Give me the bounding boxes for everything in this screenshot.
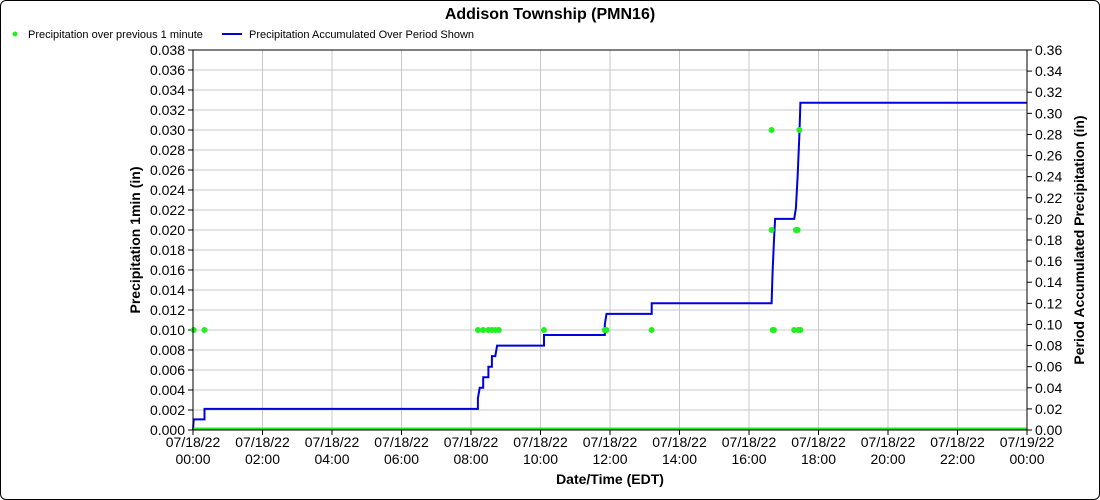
y2-tick-label: 0.18: [1035, 232, 1062, 248]
y2-tick-label: 0.32: [1035, 84, 1062, 100]
one-minute-point: [768, 127, 775, 133]
one-minute-point: [797, 327, 804, 333]
y-tick-label: 0.012: [150, 302, 185, 318]
one-minute-point: [495, 327, 502, 333]
x-tick-label-date: 07/18/22: [861, 434, 916, 450]
y-tick-label: 0.034: [150, 82, 185, 98]
y2-tick-label: 0.16: [1035, 253, 1062, 269]
plot-area: [192, 49, 1028, 431]
y2-tick-label: 0.10: [1035, 316, 1062, 332]
x-tick-label-time: 20:00: [870, 451, 905, 467]
y-tick-label: 0.018: [150, 242, 185, 258]
y-tick-label: 0.030: [150, 122, 185, 138]
x-tick-label-time: 18:00: [801, 451, 836, 467]
y-axis-left-label: Precipitation 1min (in): [127, 166, 143, 313]
x-tick-label-time: 16:00: [731, 451, 766, 467]
y-tick-label: 0.000: [150, 422, 185, 438]
x-tick-label-time: 14:00: [662, 451, 697, 467]
y2-tick-label: 0.24: [1035, 169, 1062, 185]
x-tick-label-time: 04:00: [314, 451, 349, 467]
one-minute-point: [474, 327, 481, 333]
x-tick-label-date: 07/18/22: [583, 434, 638, 450]
one-minute-point: [540, 327, 547, 333]
y2-tick-label: 0.20: [1035, 211, 1062, 227]
y2-tick-label: 0.00: [1035, 422, 1062, 438]
y-tick-label: 0.024: [150, 182, 185, 198]
accumulated-line: [192, 101, 1027, 431]
x-tick-label-time: 10:00: [523, 451, 558, 467]
one-minute-point: [201, 327, 208, 333]
one-minute-point: [480, 327, 487, 333]
x-tick-label-time: 06:00: [384, 451, 419, 467]
x-tick-label-date: 07/18/22: [444, 434, 499, 450]
x-tick-label-time: 00:00: [175, 451, 210, 467]
x-tick-label-date: 07/18/22: [652, 434, 707, 450]
legend-label-precip-1min: Precipitation over previous 1 minute: [28, 29, 203, 41]
y2-tick-label: 0.04: [1035, 380, 1062, 396]
y-axis-right: 0.00 0.02 0.04 0.06 0.08 0.10 0.12 0.14 0.16 0.18…: [1027, 42, 1062, 438]
y-tick-label: 0.014: [150, 282, 185, 298]
one-minute-point: [796, 127, 803, 133]
grid: [193, 49, 1027, 430]
y2-tick-label: 0.12: [1035, 295, 1062, 311]
y2-tick-label: 0.36: [1035, 42, 1062, 58]
one-minute-point: [768, 227, 775, 233]
y-tick-label: 0.006: [150, 362, 185, 378]
one-minute-point: [190, 327, 197, 333]
x-tick-label-date: 07/18/22: [722, 434, 777, 450]
y-tick-label: 0.008: [150, 342, 185, 358]
legend-label-accumulated: Precipitation Accumulated Over Period Sh…: [249, 29, 474, 41]
y2-tick-label: 0.06: [1035, 359, 1062, 375]
x-axis: 07/18/2200:0007/18/2202:0007/18/2204:000…: [166, 430, 1055, 467]
one-minute-series: [190, 127, 1027, 431]
one-minute-point: [794, 227, 801, 233]
x-tick-label-date: 07/18/22: [235, 434, 290, 450]
y-tick-label: 0.028: [150, 142, 185, 158]
x-tick-label-time: 02:00: [245, 451, 280, 467]
one-minute-point: [791, 327, 798, 333]
x-tick-label-date: 07/19/22: [1000, 434, 1055, 450]
y-tick-label: 0.016: [150, 262, 185, 278]
legend: Precipitation over previous 1 minute Pre…: [12, 29, 474, 41]
y2-tick-label: 0.34: [1035, 63, 1062, 79]
x-tick-label-time: 12:00: [592, 451, 627, 467]
y-tick-label: 0.026: [150, 162, 185, 178]
y-tick-label: 0.022: [150, 202, 185, 218]
y-tick-label: 0.002: [150, 402, 185, 418]
one-minute-point: [648, 327, 655, 333]
y2-tick-label: 0.26: [1035, 148, 1062, 164]
legend-marker-precip-1min: [12, 31, 18, 37]
one-minute-point: [603, 327, 610, 333]
y2-tick-label: 0.28: [1035, 126, 1062, 142]
x-tick-label-time: 00:00: [1009, 451, 1044, 467]
y-tick-label: 0.020: [150, 222, 185, 238]
x-tick-label-date: 07/18/22: [513, 434, 568, 450]
x-axis-label: Date/Time (EDT): [556, 471, 664, 487]
y-tick-label: 0.032: [150, 102, 185, 118]
x-tick-label-date: 07/18/22: [791, 434, 846, 450]
y2-tick-label: 0.30: [1035, 105, 1062, 121]
x-tick-label-time: 08:00: [453, 451, 488, 467]
accumulated-series: [192, 101, 1027, 431]
x-tick-label-date: 07/18/22: [305, 434, 360, 450]
y-axis-left: 0.000 0.002 0.004 0.006 0.008 0.010 0.012 0.014…: [150, 42, 193, 438]
x-tick-label-date: 07/18/22: [166, 434, 221, 450]
chart-title: Addison Township (PMN16): [445, 6, 655, 23]
y-axis-right-label: Period Accumulated Precipitation (in): [1071, 115, 1087, 364]
x-tick-label-date: 07/18/22: [374, 434, 429, 450]
y-tick-label: 0.010: [150, 322, 185, 338]
y2-tick-label: 0.08: [1035, 338, 1062, 354]
y-tick-label: 0.004: [150, 382, 185, 398]
y2-tick-label: 0.02: [1035, 401, 1062, 417]
y-tick-label: 0.036: [150, 62, 185, 78]
x-tick-label-date: 07/18/22: [930, 434, 985, 450]
y-tick-label: 0.038: [150, 42, 185, 58]
one-minute-point: [771, 327, 778, 333]
x-tick-label-time: 22:00: [940, 451, 975, 467]
y2-tick-label: 0.14: [1035, 274, 1062, 290]
y2-tick-label: 0.22: [1035, 190, 1062, 206]
